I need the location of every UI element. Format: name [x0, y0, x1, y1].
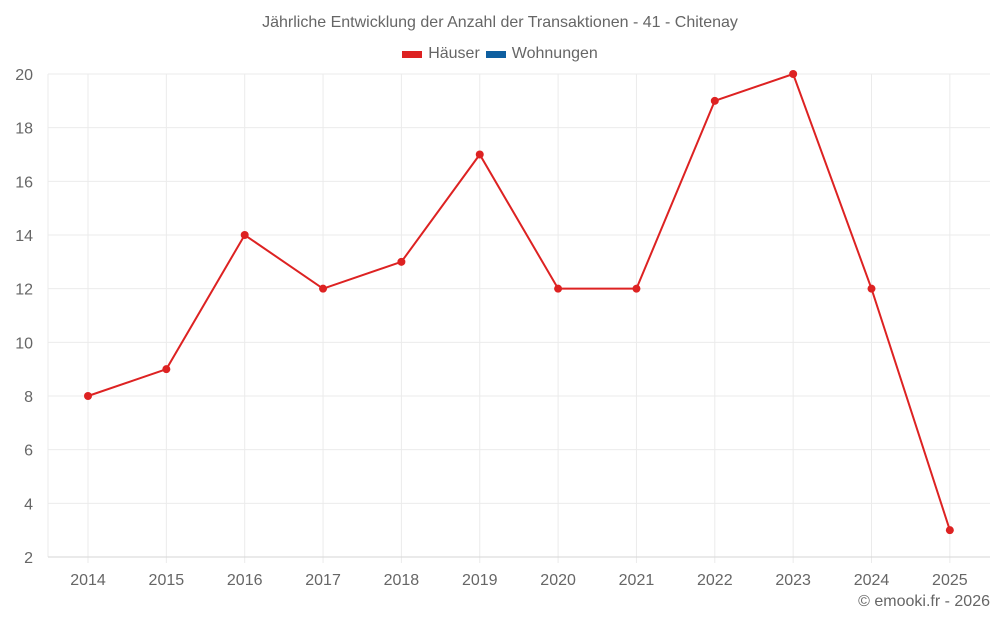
legend-swatch-haeuser: [402, 50, 423, 58]
y-tick-label: 4: [24, 496, 33, 513]
data-point[interactable]: [632, 284, 641, 293]
y-tick-label: 6: [24, 443, 33, 460]
y-tick-label: 8: [24, 389, 33, 406]
grid-lines: [47, 73, 990, 563]
x-tick-label: 2020: [540, 572, 576, 589]
x-tick-label: 2018: [384, 572, 420, 589]
legend-label-wohnungen: Wohnungen: [511, 45, 598, 62]
y-tick-label: 12: [15, 282, 33, 299]
chart-title: Jährliche Entwicklung der Anzahl der Tra…: [262, 14, 738, 31]
data-point[interactable]: [867, 284, 876, 293]
series-haeuser: [84, 70, 954, 535]
x-tick-label: 2024: [854, 572, 890, 589]
x-tick-label: 2017: [305, 572, 341, 589]
x-tick-label: 2016: [227, 572, 263, 589]
y-tick-label: 16: [15, 174, 33, 191]
data-point[interactable]: [475, 150, 484, 159]
data-point[interactable]: [554, 284, 563, 293]
data-point[interactable]: [710, 96, 719, 105]
x-tick-label: 2014: [70, 572, 106, 589]
x-tick-label: 2025: [932, 572, 968, 589]
x-tick-label: 2023: [775, 572, 811, 589]
x-tick-label: 2019: [462, 572, 498, 589]
legend: Häuser Wohnungen: [0, 45, 1000, 63]
data-point[interactable]: [84, 392, 92, 400]
x-tick-label: 2015: [149, 572, 185, 589]
credit-text: © emooki.fr - 2026: [858, 593, 990, 610]
axes: 2 4 6 8 10 12 14 16 18 20 2014 2015 2016 2017 2018 2019…: [15, 67, 990, 589]
legend-item-wohnungen[interactable]: Wohnungen: [485, 45, 598, 63]
y-tick-label: 14: [15, 228, 33, 245]
data-point[interactable]: [789, 70, 798, 78]
legend-label-haeuser: Häuser: [428, 45, 480, 62]
y-tick-label: 10: [15, 335, 33, 352]
x-tick-label: 2022: [697, 572, 733, 589]
data-point[interactable]: [319, 284, 328, 293]
legend-item-haeuser[interactable]: Häuser: [402, 45, 480, 63]
data-point[interactable]: [162, 365, 171, 374]
data-point[interactable]: [945, 526, 954, 535]
data-point[interactable]: [397, 257, 406, 266]
x-tick-label: 2021: [619, 572, 655, 589]
y-tick-label: 2: [24, 550, 33, 567]
y-tick-label: 20: [15, 67, 33, 84]
legend-swatch-wohnungen: [485, 50, 506, 58]
y-tick-label: 18: [15, 121, 33, 138]
data-point[interactable]: [240, 231, 249, 239]
